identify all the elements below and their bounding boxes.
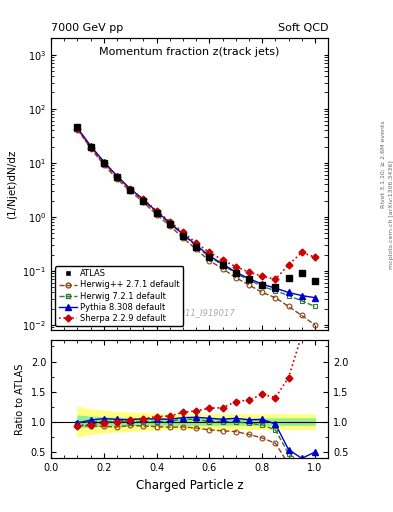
Legend: ATLAS, Herwig++ 2.7.1 default, Herwig 7.2.1 default, Pythia 8.308 default, Sherp: ATLAS, Herwig++ 2.7.1 default, Herwig 7.…: [55, 266, 183, 326]
Text: Momentum fraction z(track jets): Momentum fraction z(track jets): [99, 47, 280, 57]
Y-axis label: Ratio to ATLAS: Ratio to ATLAS: [15, 364, 25, 435]
Text: 7000 GeV pp: 7000 GeV pp: [51, 23, 123, 33]
Text: Rivet 3.1.10; ≥ 2.6M events: Rivet 3.1.10; ≥ 2.6M events: [381, 120, 386, 208]
X-axis label: Charged Particle z: Charged Particle z: [136, 479, 243, 492]
Text: Soft QCD: Soft QCD: [278, 23, 328, 33]
Y-axis label: (1/Njet)dN/dz: (1/Njet)dN/dz: [7, 150, 17, 219]
Text: ATLAS_2011_I919017: ATLAS_2011_I919017: [144, 308, 235, 317]
Text: mcplots.cern.ch [arXiv:1306.3436]: mcplots.cern.ch [arXiv:1306.3436]: [389, 161, 393, 269]
